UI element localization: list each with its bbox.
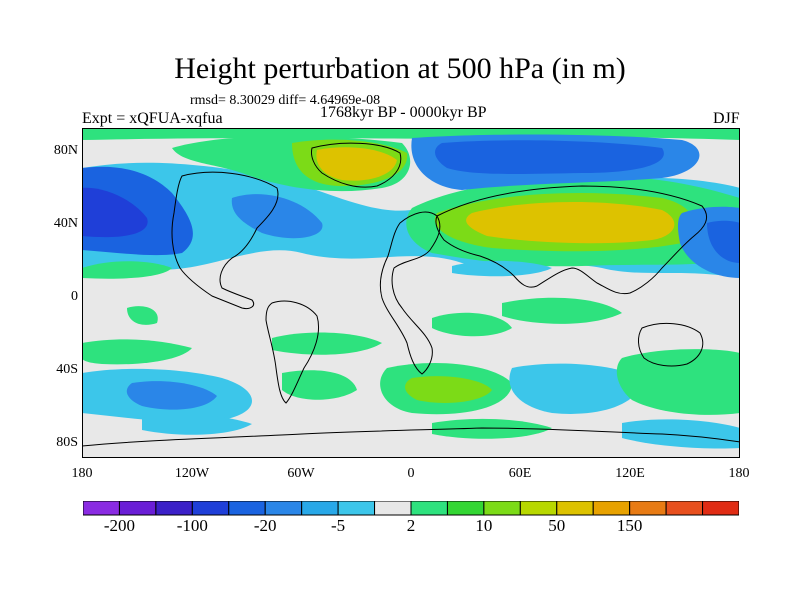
colorbar-swatch <box>410 501 448 516</box>
colorbar-swatch <box>337 501 376 516</box>
europe-africa-coast <box>379 211 441 375</box>
y-tick-80s: 80S <box>56 435 78 450</box>
x-tick-0: 0 <box>407 466 415 481</box>
antarctic-patch-2 <box>432 418 552 439</box>
colorbar-label: 150 <box>616 516 643 535</box>
x-tick-180e: 180 <box>728 466 750 481</box>
antarctica-coast <box>82 427 740 447</box>
x-tick-60e: 60E <box>508 466 532 481</box>
antarctic-patch-1 <box>142 414 252 435</box>
x-tick-120e: 120E <box>615 466 645 481</box>
colorbar-swatch <box>556 501 594 516</box>
colorbar-label: 10 <box>475 516 493 535</box>
low-core-siberia <box>435 140 664 174</box>
colorbar-label: -20 <box>253 516 277 535</box>
asia-coast <box>435 185 707 295</box>
colorbar-swatch <box>483 501 521 516</box>
contour-map <box>82 128 740 458</box>
tropical-patch-5 <box>502 297 622 324</box>
period-label: 1768kyr BP - 0000kyr BP <box>320 104 487 121</box>
south-america-coast <box>265 300 319 404</box>
colorbar-swatch <box>301 501 339 516</box>
australia-coast <box>638 322 704 367</box>
colorbar-swatch <box>155 501 193 516</box>
low-cell-natlantic <box>231 194 323 239</box>
tropical-patch-4 <box>432 312 512 337</box>
colorbar-label: -200 <box>103 516 136 535</box>
colorbar-swatch <box>374 501 412 516</box>
colorbar-label: 2 <box>406 516 416 535</box>
southern-patch-1 <box>82 339 192 365</box>
colorbar-label: -100 <box>176 516 208 535</box>
north-america-coast <box>171 171 279 309</box>
experiment-label: Expt = xQFUA-xqfua <box>82 110 223 127</box>
x-tick-60w: 60W <box>287 466 315 481</box>
colorbar-swatch <box>592 501 631 516</box>
colorbar-swatch <box>83 501 120 516</box>
season-label: DJF <box>713 110 740 127</box>
tropical-patch-1 <box>82 261 172 279</box>
colorbar-swatch <box>264 501 303 516</box>
tropical-patch-2 <box>452 260 552 277</box>
southern-patch-2 <box>272 332 382 355</box>
colorbar-swatch <box>665 501 704 516</box>
colorbar-label: 50 <box>548 516 566 535</box>
colorbar-swatch <box>191 501 230 516</box>
y-tick-80n: 80N <box>53 143 78 158</box>
samerica-high <box>282 370 357 400</box>
map-panel <box>82 128 740 458</box>
colorbar <box>83 501 739 516</box>
stats-label: rmsd= 8.30029 diff= 4.64969e-08 <box>190 93 381 108</box>
y-tick-0: 0 <box>71 289 78 304</box>
high-core-greenland <box>316 147 397 181</box>
low-core-npacific <box>707 220 740 263</box>
plot-title: Height perturbation at 500 hPa (in m) <box>174 52 626 85</box>
coastlines <box>82 142 740 447</box>
colorbar-swatch <box>702 501 739 516</box>
sindian-low <box>509 363 642 414</box>
greenland-coast <box>311 142 402 188</box>
low-core-nw <box>82 187 148 238</box>
satlantic-high-mid <box>405 376 492 403</box>
spacific-high <box>616 349 740 415</box>
colorbar-swatch <box>118 501 157 516</box>
colorbar-swatch <box>629 501 667 516</box>
x-tick-120w: 120W <box>174 466 210 481</box>
colorbar-swatch <box>446 501 485 516</box>
colorbar-swatch <box>519 501 558 516</box>
x-tick-180w: 180 <box>71 466 93 481</box>
antarctic-patch-3 <box>622 419 740 449</box>
southern-low-core <box>126 381 217 410</box>
y-tick-40s: 40S <box>56 362 78 377</box>
map-border <box>82 128 740 458</box>
colorbar-swatch <box>228 501 266 516</box>
colorbar-label: -5 <box>331 516 346 535</box>
y-tick-40n: 40N <box>53 216 78 231</box>
high-core-eurasia <box>466 202 675 244</box>
tropical-patch-3 <box>127 306 158 325</box>
